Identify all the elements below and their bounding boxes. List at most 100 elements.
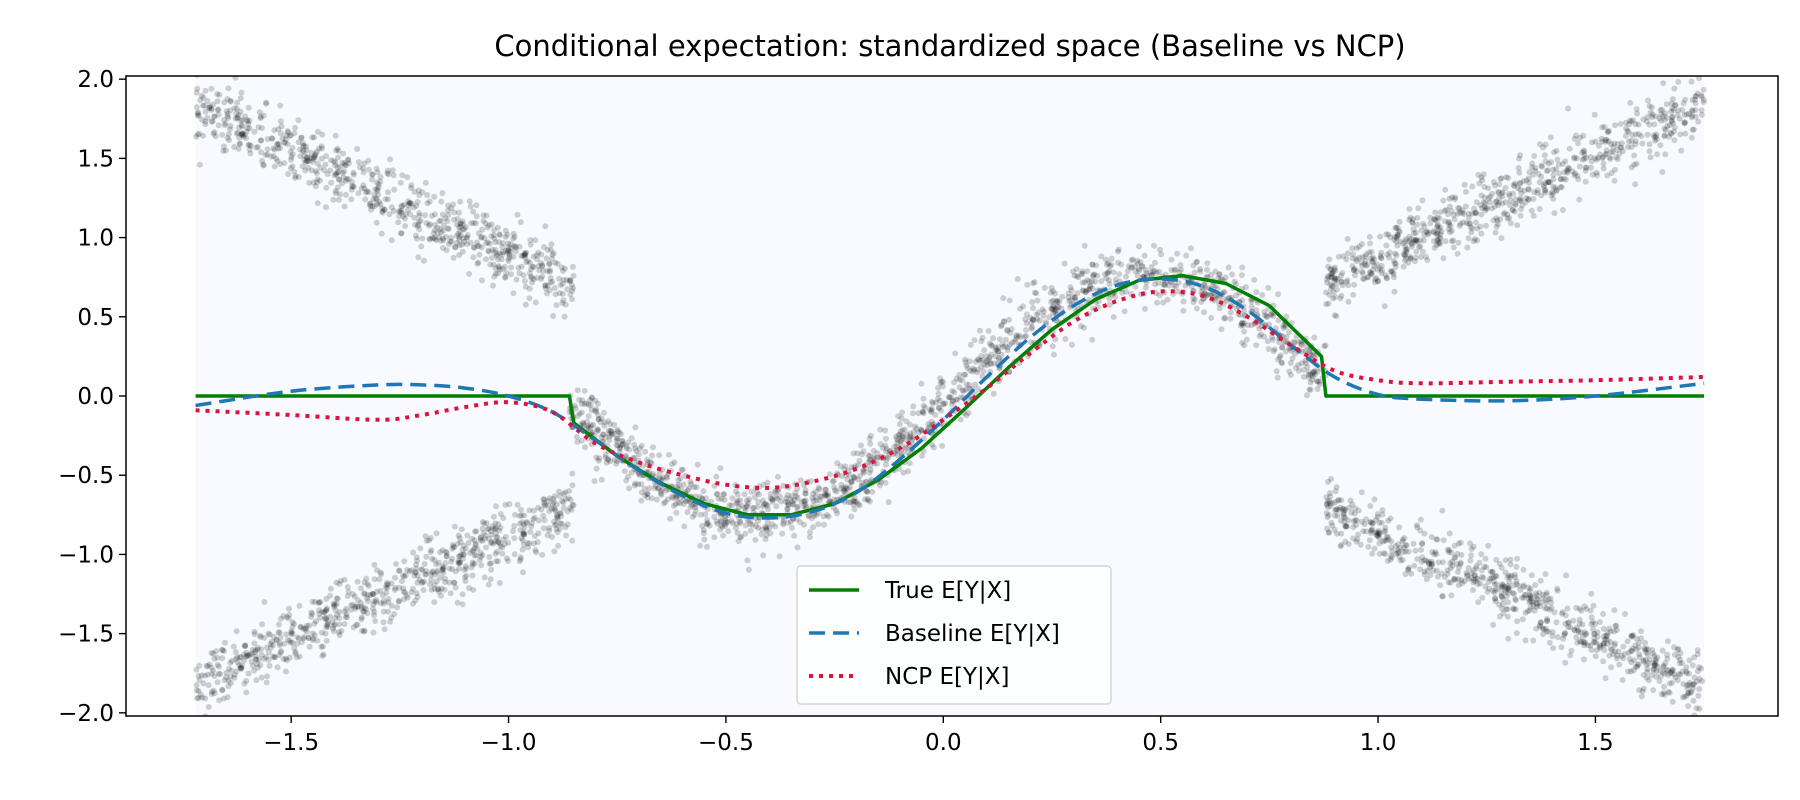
- scatter-point: [935, 404, 942, 411]
- scatter-point: [609, 432, 616, 438]
- scatter-point: [1123, 288, 1129, 295]
- scatter-point: [1517, 152, 1524, 159]
- scatter-point: [196, 677, 203, 683]
- scatter-point: [1402, 257, 1409, 264]
- scatter-point: [388, 602, 395, 609]
- scatter-point: [361, 590, 368, 597]
- scatter-point: [637, 445, 643, 452]
- scatter-point: [532, 237, 539, 244]
- scatter-point: [1651, 652, 1658, 659]
- scatter-point: [382, 584, 389, 591]
- scatter-point: [1690, 681, 1697, 688]
- scatter-point: [602, 454, 609, 461]
- scatter-point: [439, 235, 446, 242]
- scatter-point: [702, 511, 709, 518]
- scatter-point: [1437, 235, 1444, 242]
- scatter-point: [1343, 256, 1350, 263]
- scatter-point: [379, 592, 386, 599]
- scatter-point: [1316, 381, 1323, 388]
- scatter-point: [1632, 663, 1639, 670]
- scatter-point: [1694, 90, 1701, 97]
- scatter-point: [1640, 116, 1647, 123]
- scatter-point: [1359, 262, 1366, 269]
- scatter-point: [517, 527, 524, 534]
- scatter-point: [1669, 114, 1676, 120]
- scatter-point: [600, 431, 607, 438]
- scatter-point: [673, 495, 680, 502]
- scatter-point: [1483, 564, 1490, 571]
- scatter-point: [1344, 277, 1351, 284]
- scatter-point: [856, 457, 863, 464]
- scatter-point: [1298, 360, 1305, 367]
- scatter-point: [1588, 621, 1595, 628]
- scatter-point: [823, 492, 830, 499]
- scatter-point: [461, 566, 468, 573]
- scatter-point: [842, 483, 849, 490]
- scatter-point: [1666, 122, 1673, 129]
- scatter-point: [942, 400, 949, 407]
- scatter-point: [1142, 284, 1149, 291]
- scatter-point: [472, 541, 479, 547]
- scatter-point: [1420, 220, 1427, 227]
- scatter-point: [1625, 128, 1632, 135]
- scatter-point: [562, 524, 569, 531]
- scatter-point: [882, 442, 889, 449]
- scatter-point: [1376, 540, 1383, 547]
- scatter-point: [1433, 536, 1440, 543]
- scatter-point: [242, 642, 249, 649]
- scatter-point: [1445, 579, 1452, 586]
- scatter-point: [1366, 537, 1373, 544]
- scatter-point: [1434, 567, 1440, 574]
- scatter-point: [940, 400, 947, 407]
- scatter-point: [1493, 223, 1500, 230]
- scatter-point: [1537, 603, 1544, 610]
- scatter-point: [1628, 647, 1635, 654]
- scatter-point: [831, 487, 838, 494]
- scatter-point: [521, 254, 528, 261]
- scatter-point: [398, 230, 405, 237]
- scatter-point: [1332, 294, 1339, 300]
- scatter-point: [330, 601, 337, 608]
- scatter-point: [1422, 253, 1429, 260]
- scatter-point: [721, 496, 728, 503]
- scatter-point: [552, 522, 558, 529]
- scatter-point: [1400, 251, 1407, 258]
- scatter-point: [510, 528, 516, 534]
- scatter-point: [422, 179, 429, 186]
- scatter-point: [801, 498, 808, 505]
- scatter-point: [232, 76, 239, 81]
- scatter-point: [1468, 229, 1475, 236]
- scatter-point: [478, 562, 485, 569]
- scatter-point: [286, 611, 293, 618]
- scatter-point: [1526, 179, 1532, 186]
- scatter-point: [1661, 133, 1668, 140]
- scatter-point: [1659, 106, 1665, 113]
- scatter-point: [341, 608, 348, 615]
- scatter-point: [1588, 158, 1595, 165]
- scatter-point: [558, 520, 565, 527]
- scatter-point: [221, 122, 228, 129]
- scatter-point: [1485, 542, 1492, 549]
- scatter-point: [1035, 309, 1042, 316]
- scatter-point: [1065, 290, 1072, 297]
- scatter-point: [659, 474, 666, 481]
- scatter-point: [449, 555, 456, 562]
- scatter-point: [376, 199, 383, 206]
- scatter-point: [330, 628, 337, 635]
- scatter-point: [531, 533, 538, 539]
- scatter-point: [1364, 262, 1371, 268]
- scatter-point: [1400, 549, 1407, 555]
- scatter-point: [623, 445, 630, 452]
- scatter-point: [1392, 233, 1398, 240]
- scatter-point: [1067, 297, 1074, 304]
- scatter-point: [1564, 605, 1571, 612]
- scatter-point: [308, 150, 315, 156]
- scatter-point: [1625, 138, 1632, 145]
- scatter-point: [1698, 107, 1705, 114]
- scatter-point: [1490, 587, 1497, 594]
- scatter-point: [1353, 268, 1360, 274]
- scatter-point: [628, 469, 635, 476]
- scatter-point: [1406, 238, 1412, 245]
- scatter-point: [283, 132, 290, 139]
- scatter-point: [1668, 130, 1675, 137]
